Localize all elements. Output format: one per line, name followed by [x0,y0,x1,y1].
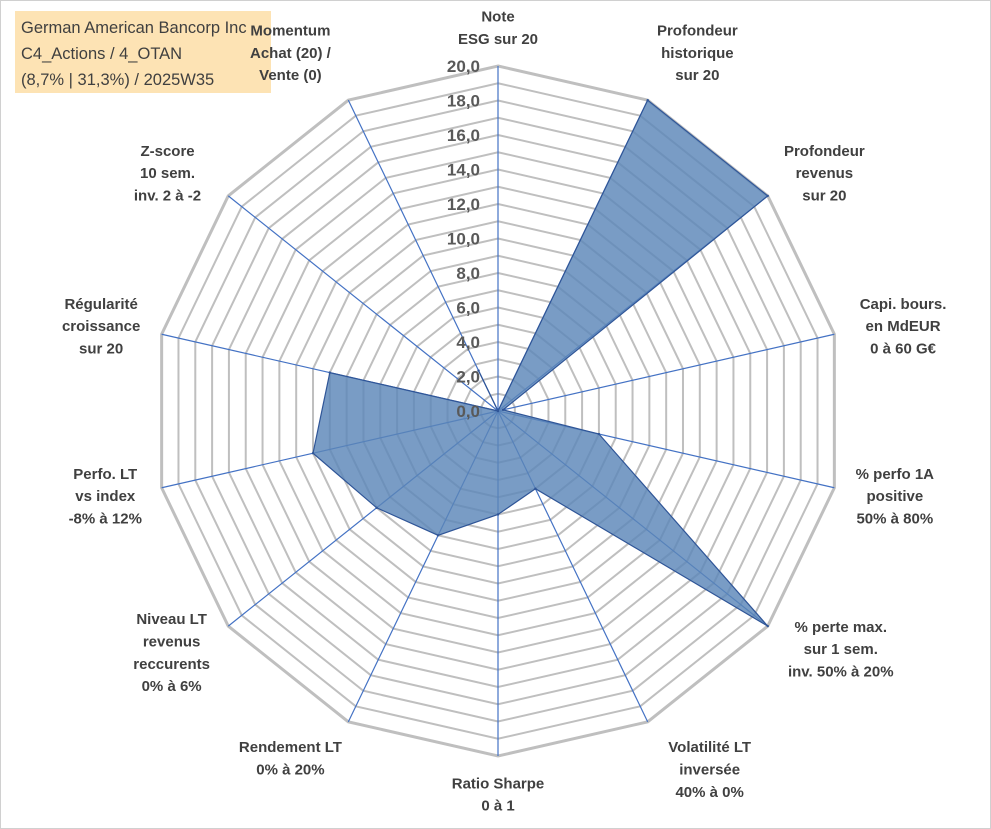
axis-label: 0 à 1 [481,798,514,815]
data-point [436,534,440,537]
axis-spoke [347,99,499,412]
axis-spoke [497,333,835,412]
axis-label: -8% à 12% [69,510,142,527]
axis-label: 40% à 0% [675,784,743,801]
axis-label: Note [481,9,514,26]
tick-label: 2,0 [456,368,480,387]
tick-label: 6,0 [456,299,480,318]
axis-label: Régularité [64,296,137,313]
tick-label: 0,0 [456,402,480,421]
axis-label: Profondeur [657,23,738,40]
data-point [375,506,378,509]
axis-label: Capi. bours. [860,296,947,313]
axis-label: Rendement LT [239,739,342,756]
axis-label: revenus [796,165,854,182]
title-box: German American Bancorp Inc C4_Actions /… [15,11,271,93]
company-name: German American Bancorp Inc [21,19,247,37]
axis-label: inversée [679,761,740,778]
axis-label: sur 20 [802,187,846,204]
tick-label: 18,0 [447,92,480,111]
axis-label: croissance [62,318,140,335]
data-point [501,408,505,412]
data-point [496,409,500,413]
axis-label: 50% à 80% [856,510,933,527]
axis-label: Perfo. LT [73,466,137,483]
axis-label: % perfo 1A [856,466,935,483]
tick-label: 10,0 [447,230,480,249]
data-point [534,487,537,490]
axis-label: 0% à 6% [142,678,202,695]
axis-label: Vente (0) [259,67,322,84]
data-point [477,369,480,372]
axis-label: sur 1 sem. [804,641,878,658]
axis-label: historique [661,45,734,62]
tick-label: 20,0 [447,57,480,76]
tick-label: 12,0 [447,195,480,214]
axis-label: inv. 50% à 20% [788,663,894,680]
axis-label: Ratio Sharpe [452,775,545,792]
axis-label: 0 à 60 G€ [870,341,937,358]
data-point [646,98,649,102]
axis-label: 0% à 20% [256,761,324,778]
axis-label: reccurents [133,656,210,673]
axis-label: Achat (20) / [250,45,332,62]
axis-label: revenus [143,633,201,650]
axis-label: % perte max. [794,619,887,636]
tick-label: 16,0 [447,126,480,145]
axis-label: Z-score [140,143,194,160]
axis-label: en MdEUR [866,318,941,335]
axis-label: Niveau LT [136,611,207,628]
data-point [311,452,315,455]
tick-label: 4,0 [456,333,480,352]
axis-label: ESG sur 20 [458,31,538,48]
category-line: C4_Actions / 4_OTAN [21,45,183,63]
tick-label: 8,0 [456,264,480,283]
axis-label: sur 20 [79,341,123,358]
axis-label: vs index [75,488,136,505]
axis-label: 10 sem. [140,165,195,182]
data-point [328,371,332,374]
axis-label: positive [867,488,924,505]
tick-label: 14,0 [447,161,480,180]
data-point [766,194,769,198]
data-point [496,513,500,516]
data-point [597,432,601,436]
axis-label: inv. 2 à -2 [134,187,201,204]
axis-spoke [227,195,499,412]
axis-label: Profondeur [784,143,865,160]
axis-label: Volatilité LT [668,739,751,756]
stats-line: (8,7% | 31,3%) / 2025W35 [21,71,215,89]
axis-label: Momentum [250,23,330,40]
data-point [766,624,769,628]
axis-label: sur 20 [675,67,719,84]
